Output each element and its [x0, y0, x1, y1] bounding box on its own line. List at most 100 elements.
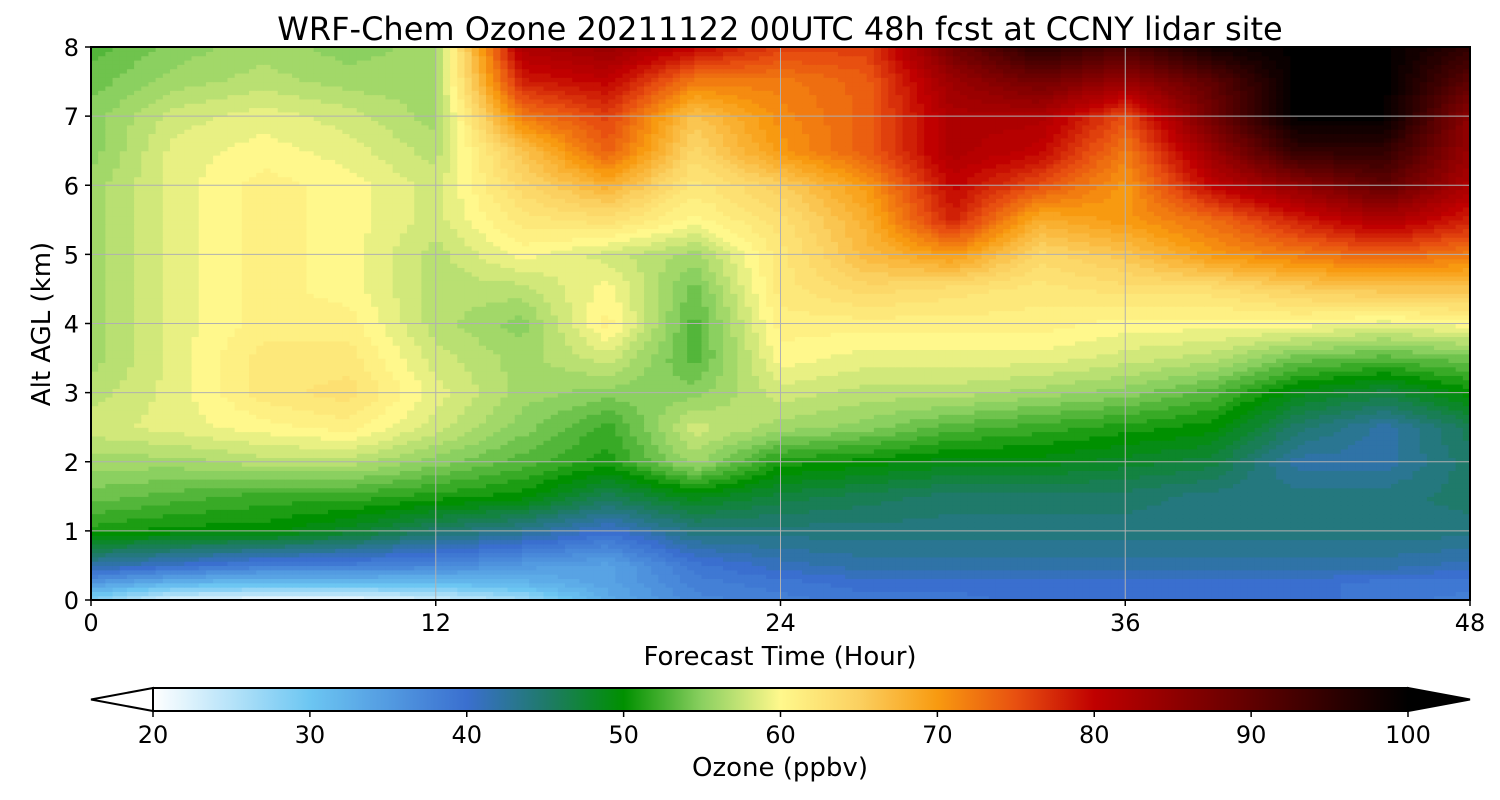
heatmap-cell: [557, 569, 566, 575]
heatmap-cell: [126, 487, 135, 493]
heatmap-cell: [507, 513, 516, 519]
heatmap-cell: [881, 530, 889, 536]
heatmap-cell: [385, 543, 394, 549]
heatmap-cell: [184, 565, 193, 571]
heatmap-cell: [313, 591, 322, 597]
heatmap-cell: [773, 548, 782, 554]
heatmap-cell: [823, 548, 832, 554]
heatmap-cell: [995, 561, 1004, 567]
heatmap-cell: [442, 513, 451, 519]
heatmap-cell: [830, 543, 839, 549]
heatmap-cell: [852, 496, 861, 502]
heatmap-cell: [241, 591, 250, 597]
heatmap-cell: [1398, 578, 1406, 584]
heatmap-cell: [773, 556, 782, 562]
heatmap-cell: [723, 491, 731, 497]
heatmap-cell: [751, 587, 760, 592]
heatmap-cell: [392, 522, 401, 528]
heatmap-cell: [1060, 595, 1069, 601]
heatmap-cell: [1067, 548, 1076, 554]
heatmap-cell: [1390, 548, 1399, 554]
heatmap-cell: [1383, 561, 1392, 567]
heatmap-cell: [1333, 526, 1342, 532]
heatmap-cell: [328, 578, 336, 584]
heatmap-cell: [1326, 574, 1335, 579]
heatmap-cell: [852, 487, 861, 493]
heatmap-cell: [1017, 578, 1026, 584]
heatmap-cell: [1024, 565, 1033, 571]
heatmap-cell: [399, 578, 408, 584]
heatmap-cell: [1383, 535, 1392, 541]
heatmap-cell: [1089, 561, 1098, 567]
heatmap-cell: [521, 561, 530, 567]
heatmap-cell: [227, 587, 236, 592]
heatmap-cell: [952, 513, 961, 519]
heatmap-cell: [1024, 591, 1033, 597]
heatmap-cell: [349, 595, 358, 601]
heatmap-cell: [881, 543, 889, 549]
heatmap-cell: [751, 500, 760, 506]
heatmap-cell: [1096, 582, 1105, 588]
heatmap-cell: [249, 574, 257, 579]
heatmap-cell: [162, 517, 171, 523]
heatmap-cell: [105, 487, 114, 493]
heatmap-cell: [342, 487, 351, 493]
heatmap-cell: [1189, 543, 1198, 549]
heatmap-cell: [184, 491, 193, 497]
heatmap-cell: [435, 526, 444, 532]
heatmap-cell: [1261, 574, 1270, 579]
heatmap-cell: [658, 509, 667, 515]
heatmap-cell: [1161, 578, 1169, 584]
heatmap-cell: [629, 595, 638, 601]
heatmap-cell: [536, 535, 545, 541]
heatmap-cell: [1125, 517, 1134, 523]
heatmap-cell: [629, 552, 638, 558]
heatmap-cell: [888, 509, 897, 515]
heatmap-cell: [988, 535, 997, 541]
heatmap-cell: [651, 591, 659, 597]
heatmap-cell: [349, 543, 358, 549]
heatmap-cell: [1211, 587, 1220, 592]
heatmap-cell: [1311, 500, 1320, 506]
heatmap-cell: [723, 543, 731, 549]
heatmap-cell: [766, 574, 774, 579]
heatmap-cell: [1426, 530, 1435, 536]
heatmap-cell: [1434, 500, 1442, 506]
heatmap-cell: [1039, 530, 1047, 536]
heatmap-cell: [442, 552, 451, 558]
heatmap-cell: [450, 509, 458, 515]
heatmap-cell: [924, 578, 932, 584]
heatmap-cell: [126, 574, 135, 579]
heatmap-cell: [1153, 517, 1162, 523]
heatmap-cell: [859, 548, 868, 554]
heatmap-cell: [852, 569, 861, 575]
heatmap-cell: [665, 569, 674, 575]
heatmap-cell: [1146, 491, 1155, 497]
heatmap-cell: [1319, 574, 1327, 579]
heatmap-cell: [414, 569, 422, 575]
heatmap-cell: [105, 569, 114, 575]
heatmap-cell: [1225, 491, 1234, 497]
heatmap-cell: [974, 587, 983, 592]
heatmap-cell: [1161, 522, 1169, 528]
heatmap-cell: [1340, 504, 1349, 510]
heatmap-cell: [1462, 565, 1471, 571]
heatmap-cell: [241, 543, 250, 549]
heatmap-cell: [213, 552, 221, 558]
heatmap-cell: [1096, 591, 1105, 597]
heatmap-cell: [435, 487, 444, 493]
heatmap-cell: [1347, 513, 1356, 519]
heatmap-cell: [98, 543, 106, 549]
heatmap-cell: [1326, 582, 1335, 588]
heatmap-cell: [1376, 487, 1385, 493]
heatmap-cell: [1297, 543, 1306, 549]
heatmap-cell: [723, 522, 731, 528]
heatmap-cell: [1046, 578, 1055, 584]
heatmap-cell: [988, 578, 997, 584]
heatmap-cell: [529, 543, 537, 549]
heatmap-cell: [679, 491, 688, 497]
heatmap-cell: [320, 491, 329, 497]
heatmap-cell: [1311, 504, 1320, 510]
heatmap-cell: [378, 591, 387, 597]
heatmap-cell: [141, 522, 150, 528]
